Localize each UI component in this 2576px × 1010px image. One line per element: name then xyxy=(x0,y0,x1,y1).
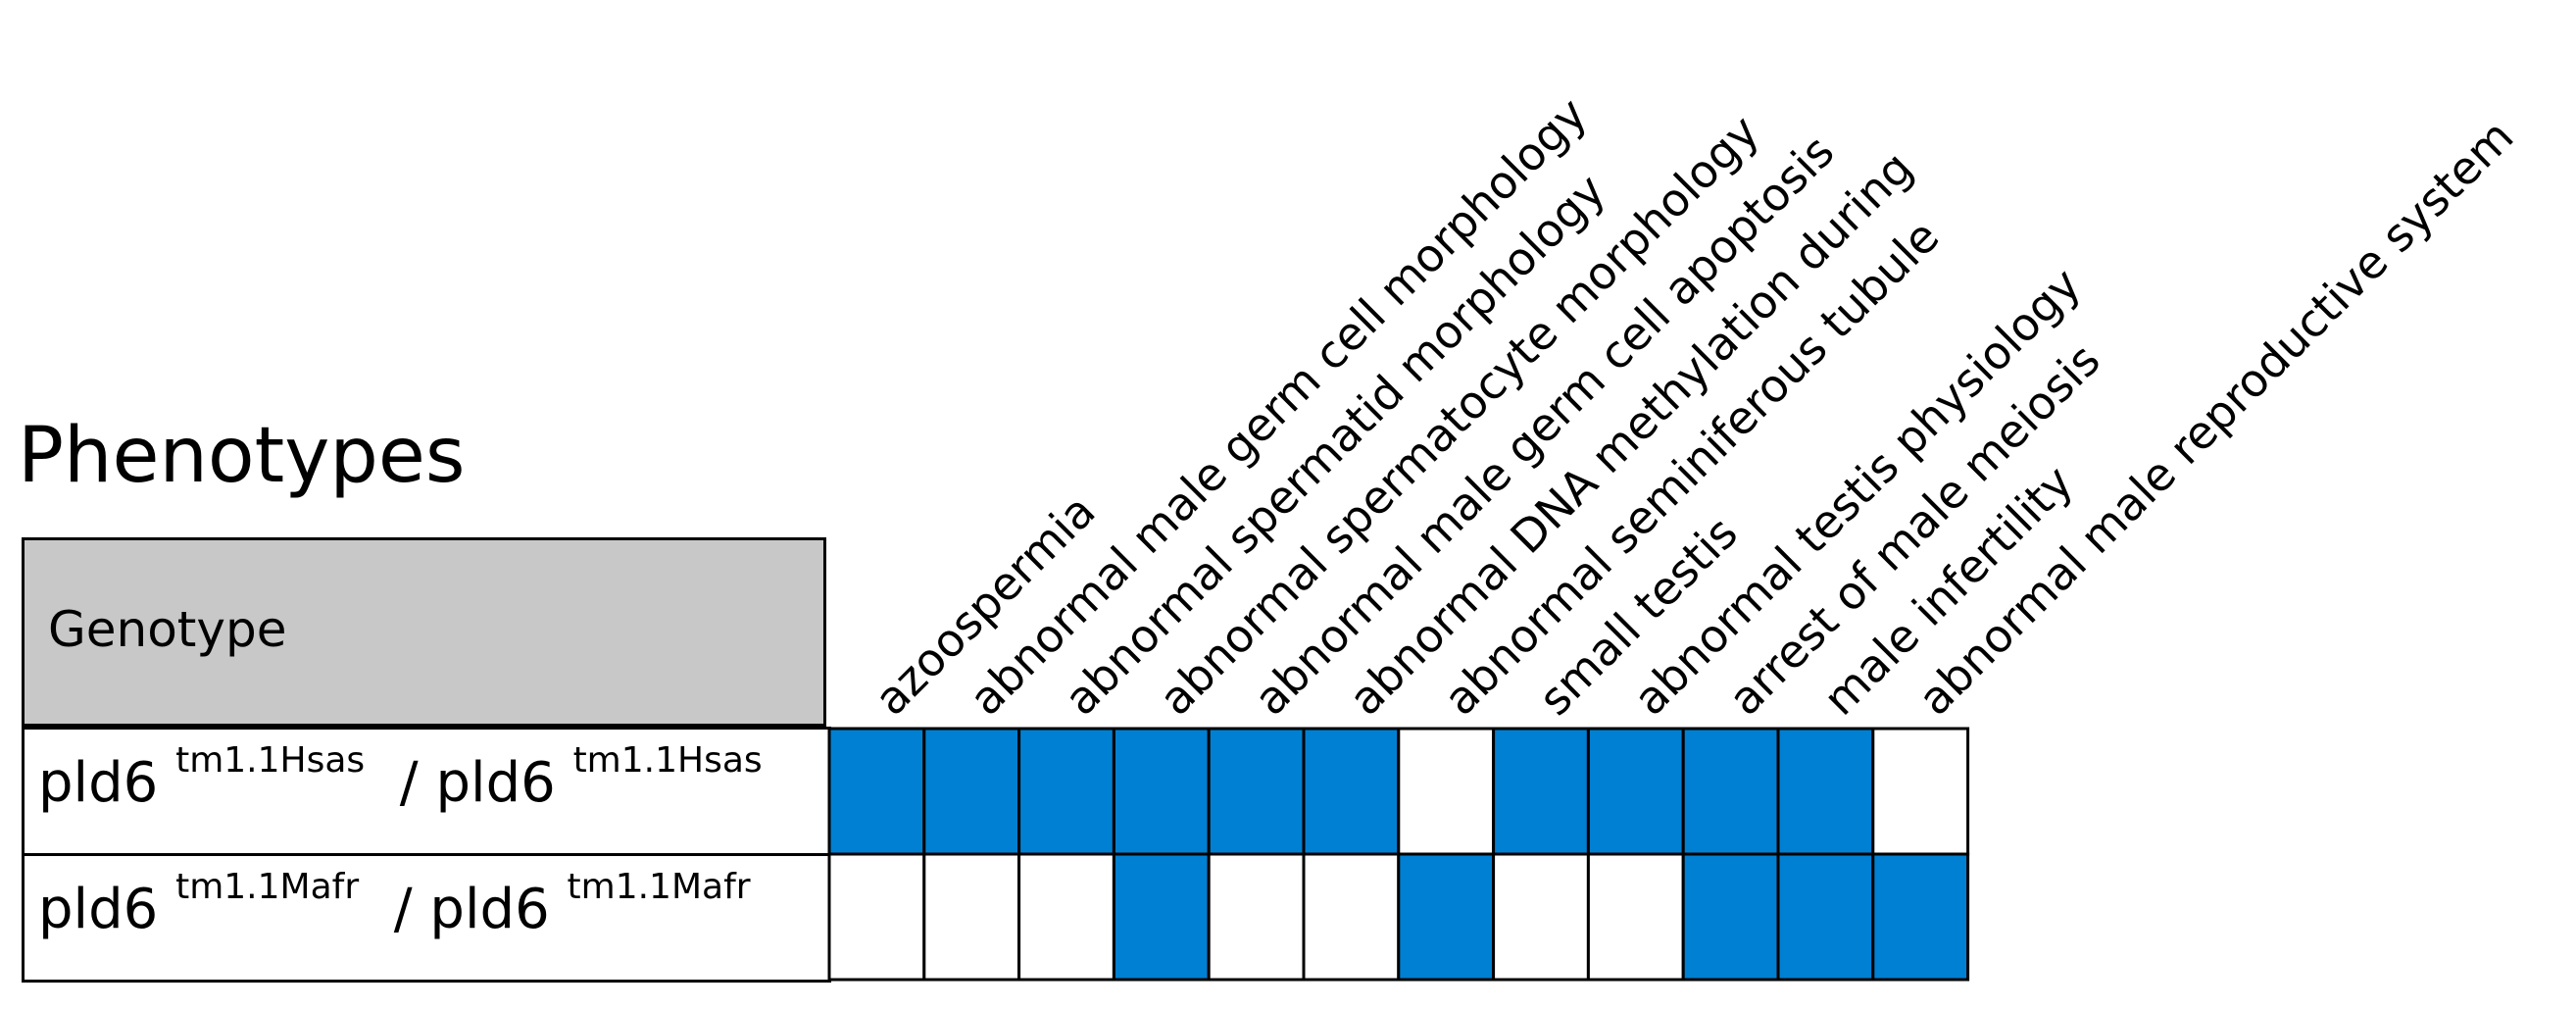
allele-superscript: tm1.1Hsas xyxy=(175,740,366,781)
grid-cell-r1-c2 xyxy=(922,727,1021,856)
grid-cell-r1-c4 xyxy=(1112,727,1211,856)
grid-cell-r1-c11 xyxy=(1776,727,1875,856)
gene-name: pld6 xyxy=(38,878,159,941)
grid-cell-r2-c12 xyxy=(1871,852,1970,982)
grid-cell-r2-c3 xyxy=(1017,852,1115,982)
grid-cell-r2-c8 xyxy=(1492,852,1590,982)
grid-cell-r2-c2 xyxy=(922,852,1021,982)
grid-cell-r2-c6 xyxy=(1302,852,1401,982)
genotype-label-1: pld6 tm1.1Hsas / pld6 tm1.1Hsas xyxy=(38,743,763,816)
grid-cell-r2-c5 xyxy=(1207,852,1306,982)
allele-separator: / xyxy=(399,751,419,815)
genotype-header-label: Genotype xyxy=(48,601,287,658)
grid-cell-r1-c5 xyxy=(1207,727,1306,856)
grid-cell-r1-c10 xyxy=(1681,727,1780,856)
grid-cell-r2-c4 xyxy=(1112,852,1211,982)
gene-name: pld6 xyxy=(429,878,550,941)
grid-cell-r1-c12 xyxy=(1871,727,1970,856)
gene-name: pld6 xyxy=(435,751,556,815)
grid-cell-r1-c1 xyxy=(827,727,926,856)
grid-cell-r1-c3 xyxy=(1017,727,1115,856)
grid-cell-r1-c8 xyxy=(1492,727,1590,856)
grid-cell-r2-c11 xyxy=(1776,852,1875,982)
genotype-row-1: pld6 tm1.1Hsas / pld6 tm1.1Hsas xyxy=(22,727,831,856)
grid-cell-r1-c7 xyxy=(1397,727,1496,856)
allele-superscript: tm1.1Hsas xyxy=(572,740,763,781)
gene-name: pld6 xyxy=(38,751,159,815)
grid-cell-r2-c10 xyxy=(1681,852,1780,982)
allele-superscript: tm1.1Mafr xyxy=(175,867,360,907)
genotype-header-cell: Genotype xyxy=(22,537,826,727)
genotype-row-2: pld6 tm1.1Mafr / pld6 tm1.1Mafr xyxy=(22,853,831,983)
grid-cell-r2-c1 xyxy=(827,852,926,982)
grid-cell-r1-c6 xyxy=(1302,727,1401,856)
genotype-label-2: pld6 tm1.1Mafr / pld6 tm1.1Mafr xyxy=(38,870,751,942)
grid-cell-r2-c7 xyxy=(1397,852,1496,982)
grid-cell-r2-c9 xyxy=(1586,852,1685,982)
allele-separator: / xyxy=(393,878,413,941)
chart-title: Phenotypes xyxy=(18,412,466,500)
grid-cell-r1-c9 xyxy=(1586,727,1685,856)
allele-superscript: tm1.1Mafr xyxy=(567,867,751,907)
